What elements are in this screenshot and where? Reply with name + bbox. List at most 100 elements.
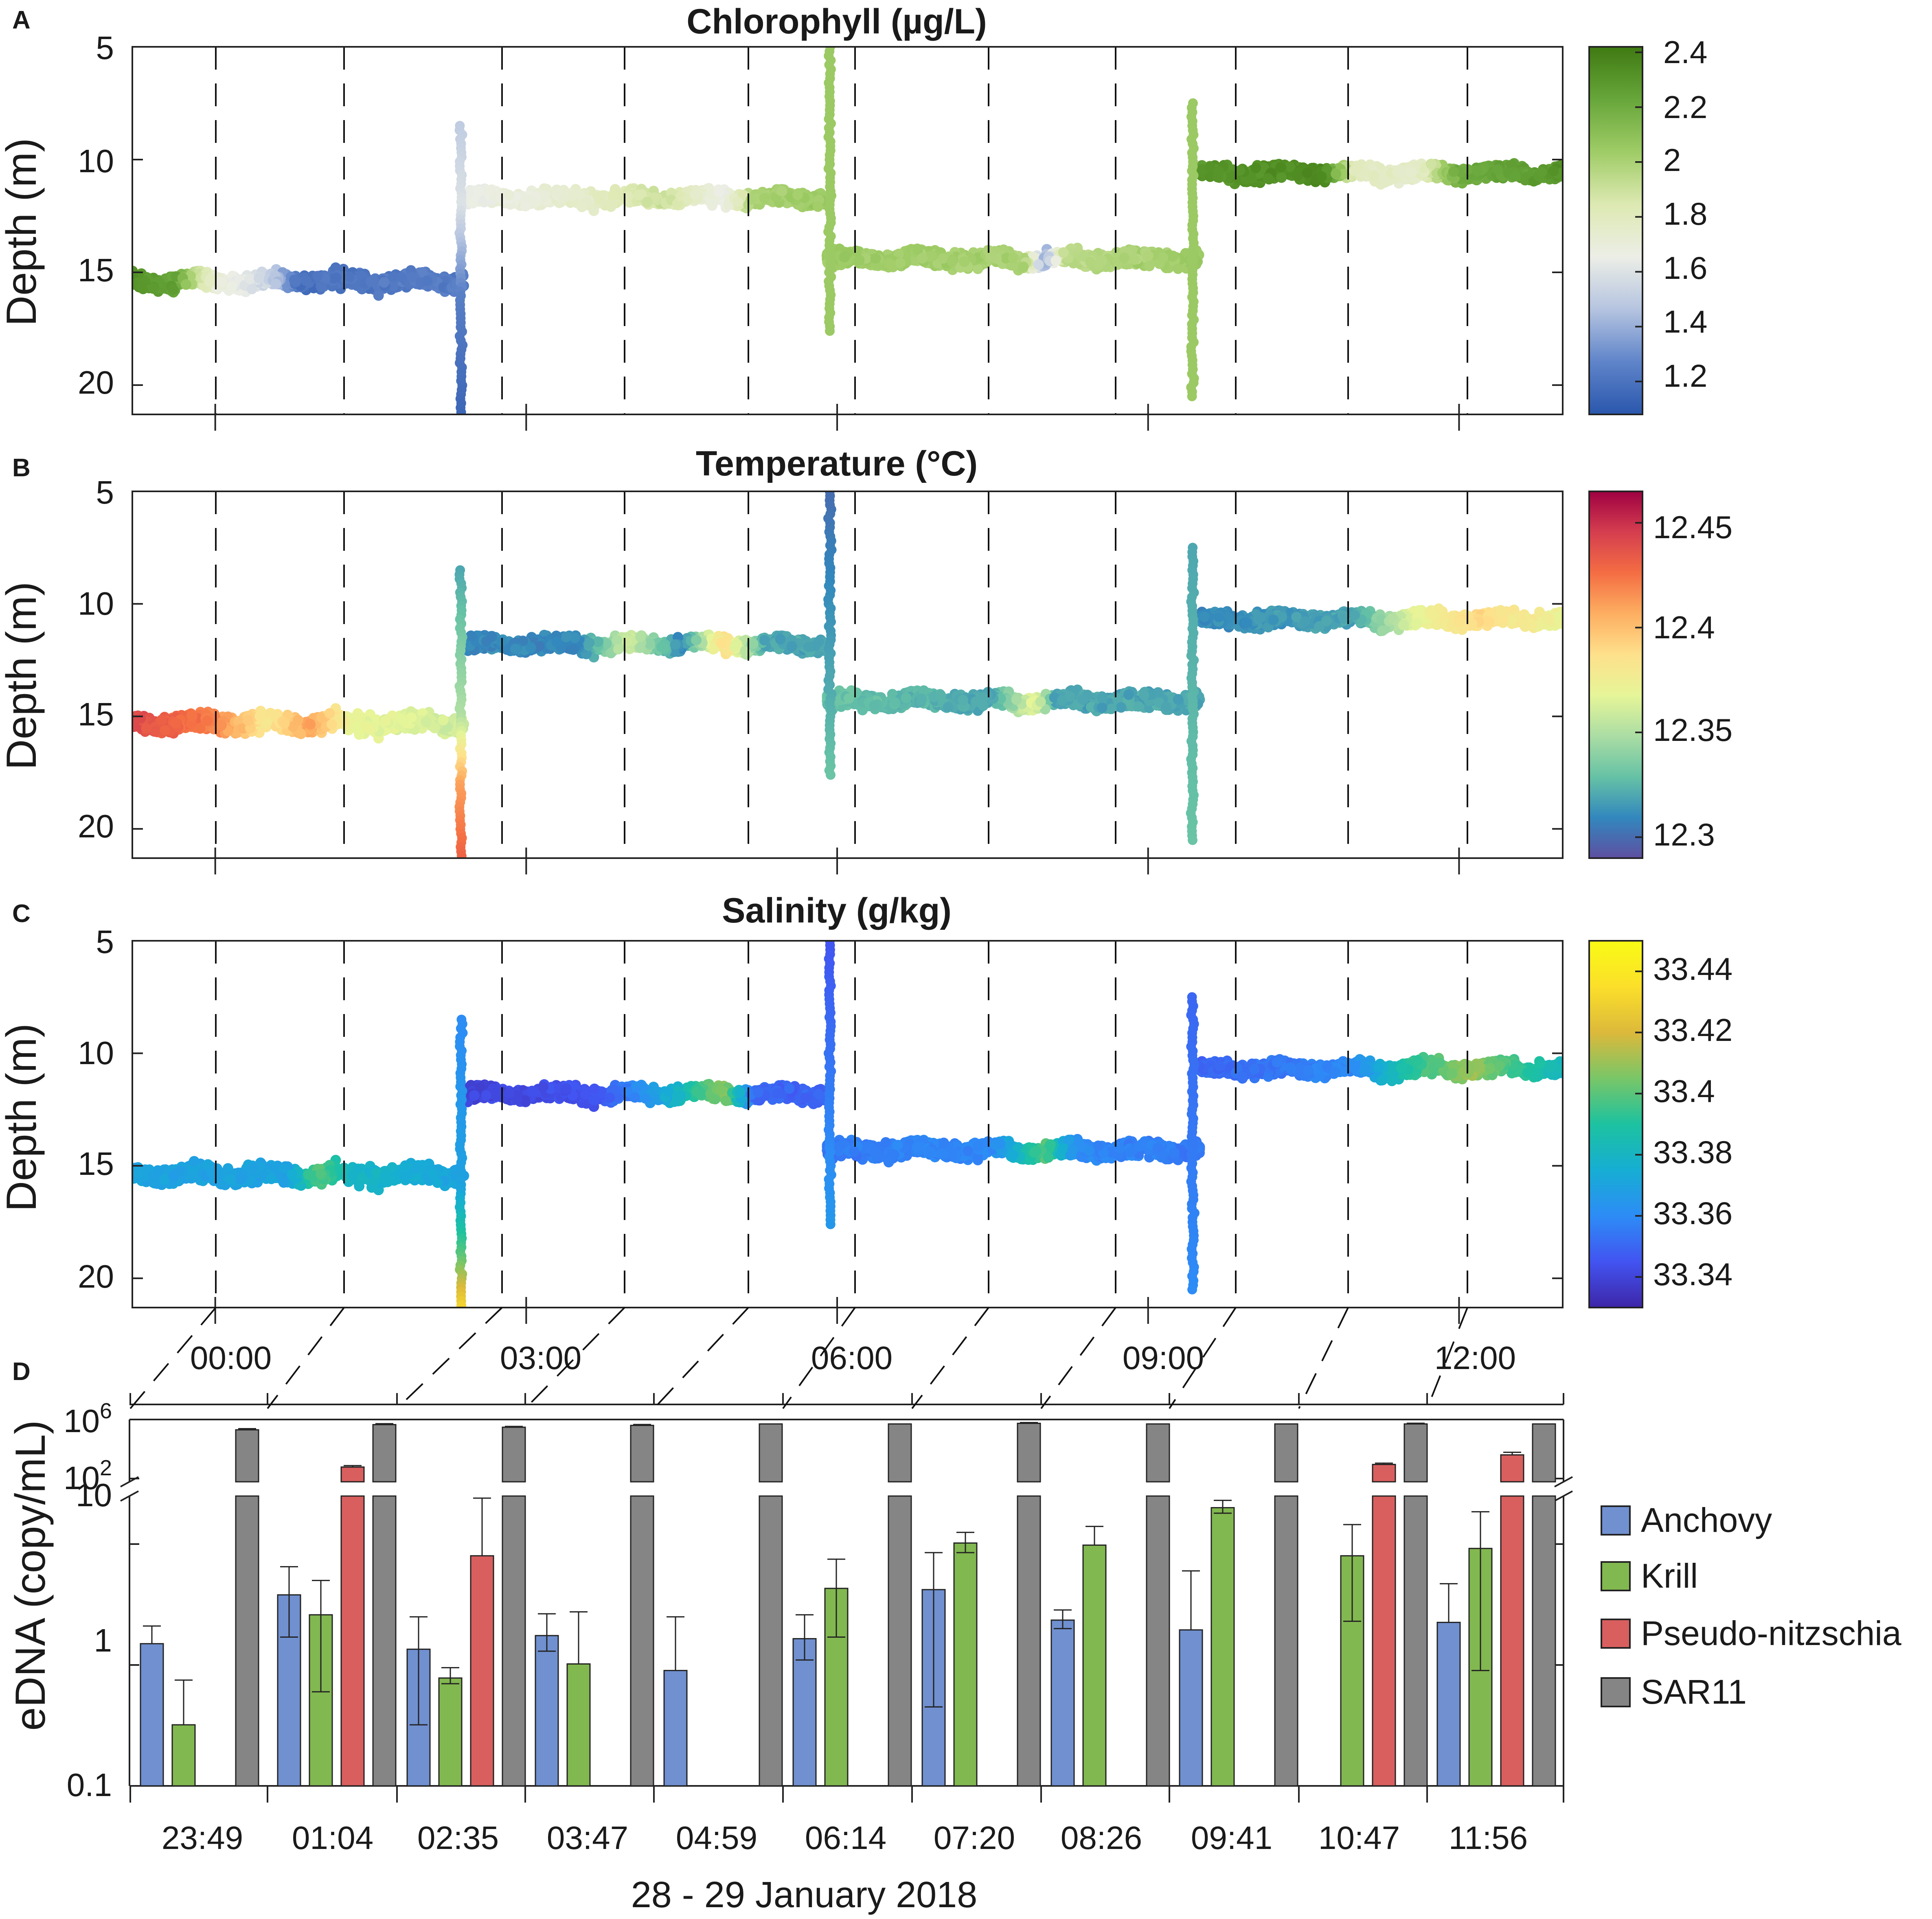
data-point <box>245 274 256 284</box>
data-point <box>422 276 432 287</box>
colorbar-tick-label: 1.6 <box>1663 250 1707 286</box>
data-point <box>895 258 906 269</box>
data-point <box>366 276 377 287</box>
data-point <box>623 191 634 202</box>
data-point <box>1204 162 1215 173</box>
data-point <box>1205 171 1215 182</box>
data-point <box>1008 252 1019 263</box>
data-point <box>917 253 928 264</box>
data-point <box>812 201 823 212</box>
data-point <box>242 715 253 726</box>
panel-letter-a: A <box>12 6 31 34</box>
data-point <box>947 256 958 267</box>
colorbar-ticks-b: 12.45 12.4 12.35 12.3 <box>1653 509 1732 852</box>
data-point <box>1331 169 1342 180</box>
data-point <box>539 190 550 201</box>
data-point <box>147 283 158 294</box>
data-point <box>293 715 304 726</box>
data-point <box>227 281 238 292</box>
scatter-points <box>132 47 1563 414</box>
data-point <box>388 272 399 283</box>
data-point <box>270 278 281 289</box>
data-point <box>1058 247 1069 258</box>
data-point <box>261 717 272 728</box>
data-point <box>854 255 865 265</box>
data-point <box>1548 165 1559 176</box>
data-point <box>160 725 171 736</box>
colorbar-tick-label: 1.4 <box>1663 304 1707 340</box>
data-point <box>398 715 409 726</box>
data-point <box>216 277 227 288</box>
y-axis-label-b: Depth (m) <box>0 582 45 770</box>
data-point <box>1352 162 1363 173</box>
data-point <box>732 196 743 207</box>
data-point <box>746 194 757 205</box>
data-point <box>636 189 647 200</box>
data-point <box>1368 170 1379 181</box>
data-point <box>1520 174 1531 185</box>
data-point <box>355 713 366 724</box>
data-point <box>168 284 179 295</box>
data-point <box>520 201 531 212</box>
data-point <box>151 725 162 736</box>
data-point <box>792 189 803 200</box>
data-point <box>1119 252 1130 263</box>
data-point <box>170 718 181 729</box>
y-ticks-a: 5 10 15 20 <box>78 30 114 401</box>
data-point <box>713 186 724 197</box>
y-tick-label: 5 <box>96 30 114 66</box>
colorbar-tick-label: 2 <box>1663 142 1681 178</box>
data-point <box>254 273 265 284</box>
data-point <box>344 271 355 282</box>
data-point <box>1405 166 1416 177</box>
data-point <box>1050 255 1061 266</box>
panel-letter-b: B <box>12 454 31 482</box>
data-point <box>1275 162 1286 173</box>
data-point <box>839 252 850 263</box>
data-point <box>421 716 432 727</box>
data-point <box>438 715 449 726</box>
data-point <box>316 712 327 723</box>
data-point <box>1212 172 1223 183</box>
colorbar-tick-label: 12.45 <box>1653 509 1732 545</box>
data-point <box>135 713 146 724</box>
data-point <box>195 723 206 734</box>
data-point <box>912 245 923 255</box>
profile-point <box>825 326 835 336</box>
data-point <box>1316 171 1327 182</box>
data-point <box>959 256 970 267</box>
data-point <box>1167 251 1178 262</box>
data-point <box>690 189 701 200</box>
data-point <box>187 711 198 722</box>
data-point <box>327 719 337 730</box>
data-point <box>503 190 514 200</box>
data-point <box>1235 165 1246 176</box>
data-point <box>373 290 384 301</box>
data-point <box>1158 252 1169 263</box>
data-point <box>1250 162 1261 173</box>
data-point <box>1263 173 1274 184</box>
data-point <box>1018 261 1029 272</box>
data-point <box>577 202 588 212</box>
y-tick-label: 5 <box>96 474 114 510</box>
colorbar-ticks-a: 2.4 2.2 2 1.8 1.6 1.4 1.2 <box>1663 34 1707 394</box>
colorbar-tick-label: 1.2 <box>1663 358 1707 394</box>
profile-point <box>456 407 466 414</box>
data-point <box>938 253 948 264</box>
y-axis-label-a: Depth (m) <box>0 138 45 326</box>
colorbar-tick-label: 2.2 <box>1663 89 1707 125</box>
data-point <box>279 718 290 729</box>
panel-title-chlorophyll: Chlorophyll (µg/L) <box>686 2 987 41</box>
data-point <box>417 267 428 278</box>
data-point <box>642 197 653 207</box>
y-tick-label: 20 <box>78 364 114 401</box>
plot-frame <box>132 46 1564 415</box>
data-point <box>759 193 770 204</box>
data-point <box>254 711 265 721</box>
data-point <box>474 186 485 197</box>
panel-title-temperature: Temperature (°C) <box>696 444 978 483</box>
data-point <box>205 273 216 284</box>
data-point <box>1302 167 1313 178</box>
data-point <box>141 723 152 734</box>
data-point <box>496 191 506 202</box>
